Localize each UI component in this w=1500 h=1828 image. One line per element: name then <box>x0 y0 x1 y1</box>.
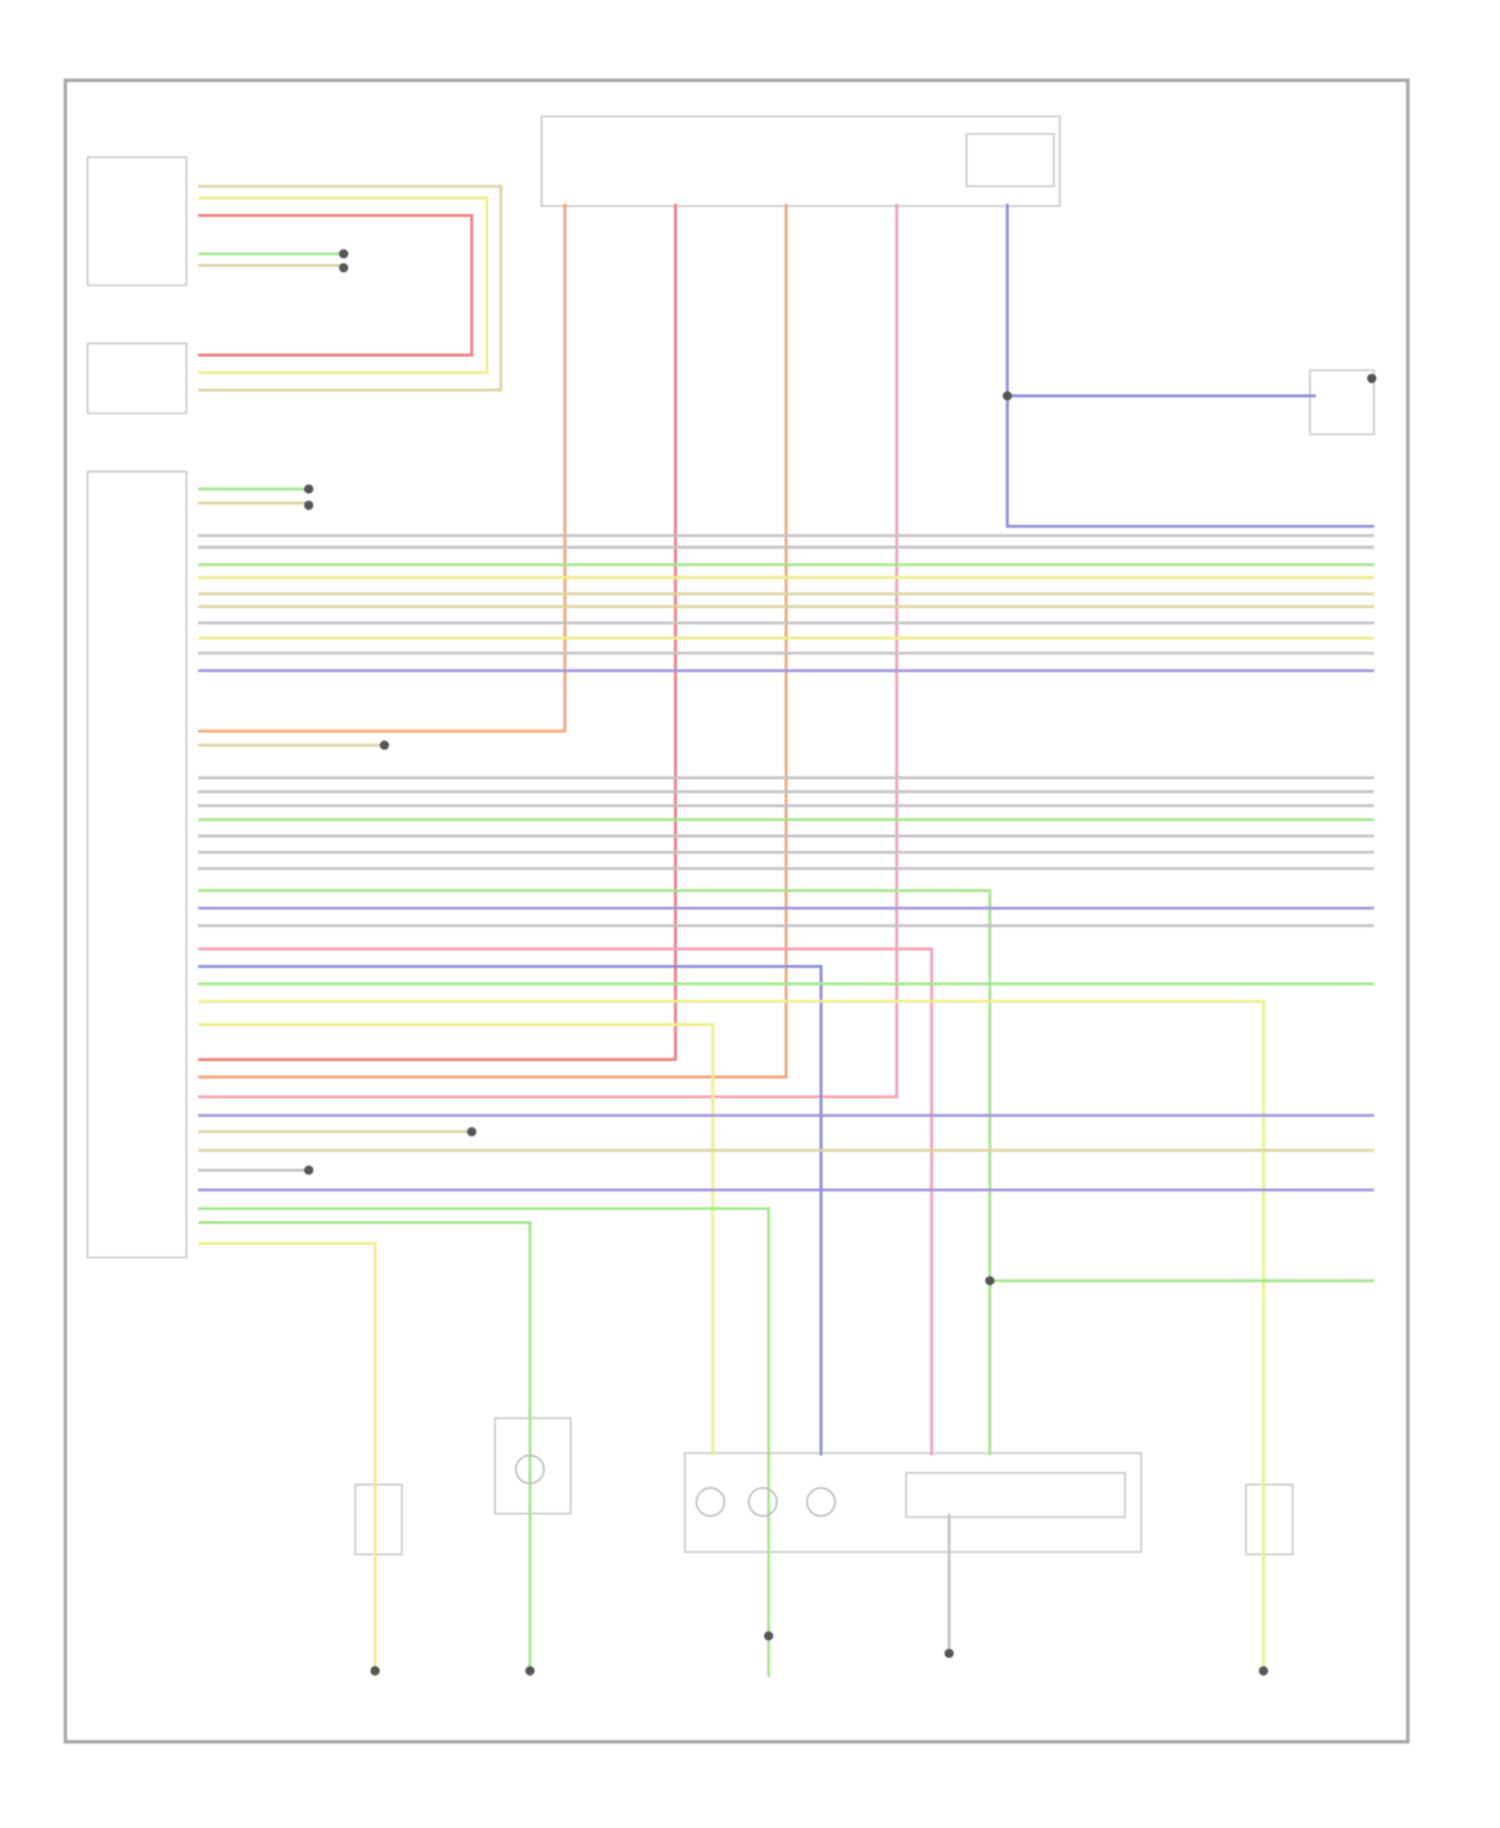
left-lamp-box <box>354 1483 403 1556</box>
wire-red <box>198 213 474 357</box>
junction-dot <box>1258 1666 1269 1676</box>
bulb-icon <box>515 1454 545 1485</box>
junction-dot <box>338 249 349 259</box>
wire-pink <box>198 947 934 1456</box>
junction-dot <box>525 1666 535 1676</box>
bulb-icon <box>695 1487 726 1517</box>
wire-green <box>198 1207 771 1677</box>
bulb-icon <box>806 1487 836 1517</box>
lamp-assembly-box <box>494 1417 572 1515</box>
wire-blue <box>198 964 823 1456</box>
bulb-icon <box>747 1487 778 1517</box>
diagram-frame <box>63 78 1410 1744</box>
wire-tan <box>198 184 503 392</box>
junction-dot <box>1002 391 1012 401</box>
wire-blue <box>1005 203 1375 528</box>
junction-dot <box>379 740 390 750</box>
wire-yellow <box>198 1242 377 1677</box>
wire-green <box>198 889 992 1456</box>
wire-pink <box>198 203 899 1099</box>
junction-dot <box>338 263 349 273</box>
fuse-box-module <box>965 133 1055 188</box>
junction-dot <box>467 1127 477 1137</box>
wire-yellow <box>198 1023 715 1456</box>
junction-dot <box>944 1648 954 1659</box>
junction-dot <box>304 500 314 510</box>
wire-orange <box>198 203 567 733</box>
main-control-unit-box <box>86 470 188 1259</box>
wire-orange <box>198 203 788 1079</box>
junction-dot <box>304 1165 314 1175</box>
sensor-module-box <box>86 342 188 415</box>
junction-dot <box>985 1276 995 1286</box>
wire-red <box>198 203 677 1061</box>
wire-yellow <box>198 999 1265 1677</box>
junction-dot <box>763 1631 774 1641</box>
control-module-box <box>86 156 188 287</box>
switch-box <box>1309 369 1375 436</box>
right-lamp-box <box>1245 1483 1294 1556</box>
lamp-module-box <box>905 1472 1126 1518</box>
fuse-box <box>540 115 1061 207</box>
junction-dot <box>1367 373 1377 384</box>
wire-yellow <box>198 196 489 375</box>
wire-green <box>198 1221 532 1677</box>
lamp-cluster-box <box>683 1452 1143 1553</box>
junction-dot <box>370 1666 380 1676</box>
junction-dot <box>304 484 314 494</box>
